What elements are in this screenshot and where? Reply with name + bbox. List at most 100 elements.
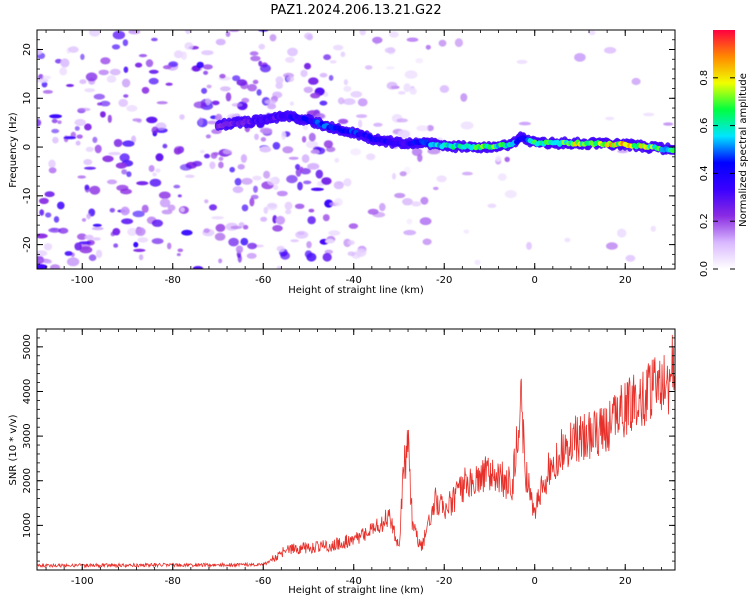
noise-blob <box>237 254 242 263</box>
noise-blob <box>325 238 335 244</box>
noise-blob <box>192 160 203 167</box>
noise-blob <box>574 53 586 62</box>
noise-blob <box>328 75 334 81</box>
noise-blob <box>263 206 269 214</box>
noise-blob <box>51 118 58 124</box>
noise-blob <box>308 208 315 213</box>
noise-blob <box>109 208 116 213</box>
noise-blob <box>304 62 311 70</box>
noise-blob <box>425 44 431 50</box>
colorbar-tick-label: 0.0 <box>699 261 710 277</box>
noise-blob <box>625 254 636 262</box>
noise-blob <box>93 93 106 100</box>
noise-blob <box>342 98 356 105</box>
noise-blob <box>162 143 168 149</box>
noise-blob <box>232 186 244 194</box>
noise-blob <box>132 210 145 218</box>
noise-blob <box>109 68 121 76</box>
noise-blob <box>237 164 245 170</box>
noise-blob <box>165 82 173 86</box>
noise-blob <box>79 246 93 254</box>
noise-blob <box>504 156 510 163</box>
noise-blob <box>135 62 143 68</box>
noise-blob <box>201 50 214 56</box>
noise-blob <box>399 171 407 177</box>
noise-blob <box>366 153 376 161</box>
noise-blob <box>122 140 135 147</box>
noise-blob <box>84 184 90 191</box>
noise-blob <box>211 216 225 220</box>
noise-blob <box>606 242 618 250</box>
noise-blob <box>347 240 355 246</box>
noise-blob <box>389 31 399 38</box>
noise-blob <box>84 166 96 170</box>
noise-blob <box>179 164 192 171</box>
noise-blob <box>215 113 223 122</box>
noise-blob <box>334 198 343 207</box>
noise-blob <box>643 112 655 117</box>
noise-blob <box>308 132 316 142</box>
noise-blob <box>403 83 411 92</box>
y-tick-label: 2000 <box>22 468 33 493</box>
noise-blob <box>256 89 262 96</box>
noise-blob <box>148 77 159 85</box>
noise-blob <box>305 140 319 149</box>
noise-blob <box>392 173 396 180</box>
noise-blob <box>454 38 463 48</box>
noise-blob <box>249 51 259 56</box>
noise-blob <box>57 120 62 124</box>
noise-blob <box>85 146 94 152</box>
noise-blob <box>74 125 80 131</box>
noise-blob <box>323 54 331 61</box>
noise-blob <box>207 120 218 125</box>
noise-blob <box>91 226 104 231</box>
noise-blob <box>59 67 68 76</box>
noise-blob <box>386 81 398 90</box>
noise-blob <box>168 61 179 68</box>
noise-blob <box>76 134 83 139</box>
noise-blob <box>177 248 184 253</box>
noise-blob <box>359 30 366 36</box>
x-tick-label: -80 <box>165 275 181 286</box>
noise-blob <box>304 32 313 40</box>
noise-blob <box>564 237 571 243</box>
noise-blob <box>155 168 161 173</box>
noise-blob <box>338 118 349 124</box>
noise-blob <box>397 129 411 139</box>
colorbar: 0.0 0.2 0.4 0.6 0.8 Normalized spectral ampl… <box>699 30 749 277</box>
noise-blob <box>288 156 299 160</box>
x-tick-label: 20 <box>619 275 632 286</box>
spectrogram-x-ticks: -100 -80 -60 -40 -20 0 20 <box>45 30 662 286</box>
snr-frame <box>36 328 676 571</box>
noise-blob <box>238 222 245 228</box>
noise-blob <box>236 79 248 86</box>
noise-blob <box>63 136 77 140</box>
noise-blob <box>350 148 362 156</box>
noise-blob <box>200 150 205 154</box>
noise-blob <box>116 184 129 191</box>
noise-blob <box>379 203 386 212</box>
noise-blob <box>145 59 154 68</box>
noise-blob <box>321 177 332 185</box>
noise-blob <box>406 218 413 225</box>
noise-blob <box>358 119 363 128</box>
noise-blob <box>121 169 128 175</box>
spectrogram-y-label: Frequency (Hz) <box>8 112 19 188</box>
x-tick-label: -100 <box>71 576 94 587</box>
noise-blob <box>51 128 60 134</box>
track-core <box>672 146 675 152</box>
noise-blob <box>122 39 129 47</box>
noise-blob <box>403 229 417 236</box>
noise-blob <box>60 58 70 68</box>
noise-blob <box>112 30 126 40</box>
noise-blob <box>222 149 232 155</box>
noise-blob <box>404 70 418 79</box>
noise-blob <box>497 173 507 181</box>
noise-blob <box>269 34 277 42</box>
noise-blob <box>286 175 298 184</box>
noise-blob <box>307 216 316 225</box>
noise-blob <box>146 116 158 124</box>
noise-blob <box>158 191 171 199</box>
noise-blob <box>39 197 49 205</box>
noise-blob <box>77 107 91 112</box>
